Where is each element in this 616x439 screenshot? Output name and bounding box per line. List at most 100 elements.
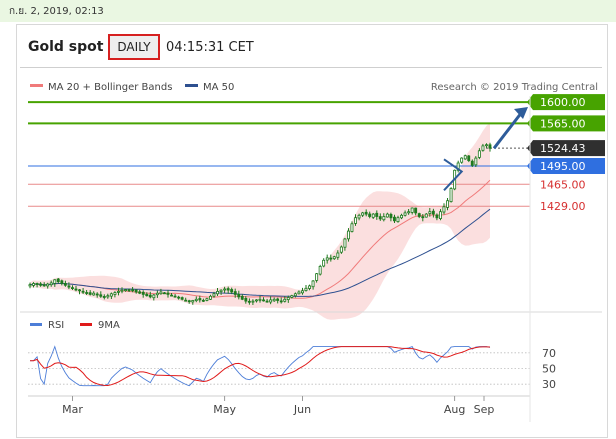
- candle-body: [53, 279, 57, 284]
- candle: [208, 294, 212, 300]
- rsi-ma-legend-label: 9MA: [98, 320, 120, 331]
- rsi-lines: [30, 345, 491, 387]
- level-label-box: [533, 140, 605, 157]
- candle: [102, 294, 106, 300]
- candle: [173, 294, 177, 298]
- candle: [315, 273, 319, 283]
- candle: [240, 294, 244, 301]
- candle-body: [410, 207, 414, 213]
- candle-body: [88, 292, 92, 295]
- candle: [233, 288, 237, 298]
- candle-body: [258, 298, 262, 301]
- candle: [484, 143, 488, 148]
- candle: [375, 210, 379, 220]
- candle-body: [488, 144, 492, 149]
- timeframe-button[interactable]: DAILY: [108, 34, 160, 60]
- candle-body: [396, 217, 400, 222]
- candle: [162, 292, 166, 295]
- candle: [53, 279, 57, 287]
- x-tick-label: Jun: [293, 403, 311, 416]
- candle: [230, 287, 234, 295]
- candle-body: [159, 291, 163, 295]
- candle-body: [311, 280, 315, 288]
- candle: [28, 282, 32, 289]
- candle-body: [460, 157, 464, 163]
- candle-body: [293, 293, 297, 297]
- candle-body: [438, 211, 442, 219]
- bollinger-band-fill: [30, 122, 490, 320]
- candle-body: [71, 287, 74, 290]
- level-label-1565-00: 1565.00: [527, 115, 605, 132]
- candle: [297, 290, 301, 295]
- candle-body: [382, 216, 386, 221]
- candle: [39, 282, 43, 287]
- candle-body: [308, 285, 311, 289]
- candle-body: [92, 292, 96, 296]
- candle-body: [148, 294, 152, 298]
- candle: [42, 282, 46, 287]
- rsi-tick-labels: 70 50 30: [542, 347, 556, 391]
- research-credit: Research © 2019 Trading Central: [431, 82, 598, 93]
- candle: [481, 143, 485, 152]
- candle-body: [269, 299, 273, 303]
- candle: [470, 159, 474, 167]
- rsi-tick-50: 50: [542, 363, 556, 376]
- candle: [187, 299, 191, 304]
- candle: [85, 290, 89, 295]
- candle-body: [39, 283, 43, 286]
- candle-body: [212, 293, 216, 297]
- candle-body: [300, 290, 304, 294]
- candle: [74, 286, 78, 292]
- x-tick-may: May: [213, 396, 236, 416]
- candle: [467, 155, 471, 163]
- candle-body: [446, 200, 449, 208]
- candle: [216, 288, 219, 296]
- candle-body: [67, 285, 71, 288]
- candle-body: [477, 150, 481, 158]
- candle-body: [417, 213, 421, 217]
- candle: [308, 284, 311, 291]
- candle: [283, 296, 287, 303]
- candle-body: [361, 212, 365, 216]
- candle-body: [279, 300, 283, 303]
- level-label-1429-00: 1429.00: [540, 200, 586, 213]
- candle: [325, 254, 329, 264]
- candle-body: [152, 294, 156, 299]
- candle: [237, 290, 241, 300]
- candle: [166, 290, 170, 298]
- candle: [35, 282, 39, 288]
- rsi-grid: [28, 352, 530, 385]
- candle: [258, 295, 262, 303]
- x-tick-jun: Jun: [293, 396, 311, 416]
- candle: [286, 295, 290, 303]
- candle: [421, 214, 425, 222]
- candle: [198, 295, 202, 303]
- candle-body: [106, 295, 110, 298]
- candle: [463, 154, 467, 160]
- rsi-tick-30: 30: [542, 378, 556, 391]
- candle: [311, 280, 315, 290]
- x-tick-label: Sep: [474, 403, 495, 416]
- candle: [392, 214, 396, 223]
- candle-body: [343, 238, 347, 248]
- candle: [354, 214, 357, 226]
- candle-body: [219, 289, 223, 293]
- candle: [385, 212, 389, 218]
- candle-body: [357, 214, 361, 219]
- candle-body: [81, 290, 85, 293]
- candle: [428, 208, 432, 217]
- candle-body: [60, 280, 64, 284]
- legend: MA 20 + Bollinger Bands MA 50 Research ©…: [30, 82, 598, 93]
- candle-body: [262, 299, 265, 302]
- candle: [431, 208, 435, 218]
- candle: [60, 279, 64, 286]
- candle: [403, 210, 407, 217]
- candle-body: [424, 213, 428, 218]
- candle-body: [421, 216, 425, 219]
- candle-body: [389, 213, 393, 219]
- candle: [148, 291, 152, 299]
- candle-body: [290, 295, 294, 298]
- candle: [378, 213, 382, 221]
- candle-body: [134, 289, 138, 293]
